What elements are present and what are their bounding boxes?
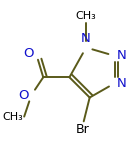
Text: CH₃: CH₃ (76, 11, 96, 21)
Text: Br: Br (76, 122, 89, 136)
Text: CH₃: CH₃ (2, 112, 23, 122)
Text: N: N (117, 77, 127, 90)
Text: N: N (81, 32, 91, 45)
Text: N: N (117, 49, 127, 62)
Text: O: O (18, 89, 29, 102)
Text: O: O (23, 47, 34, 60)
